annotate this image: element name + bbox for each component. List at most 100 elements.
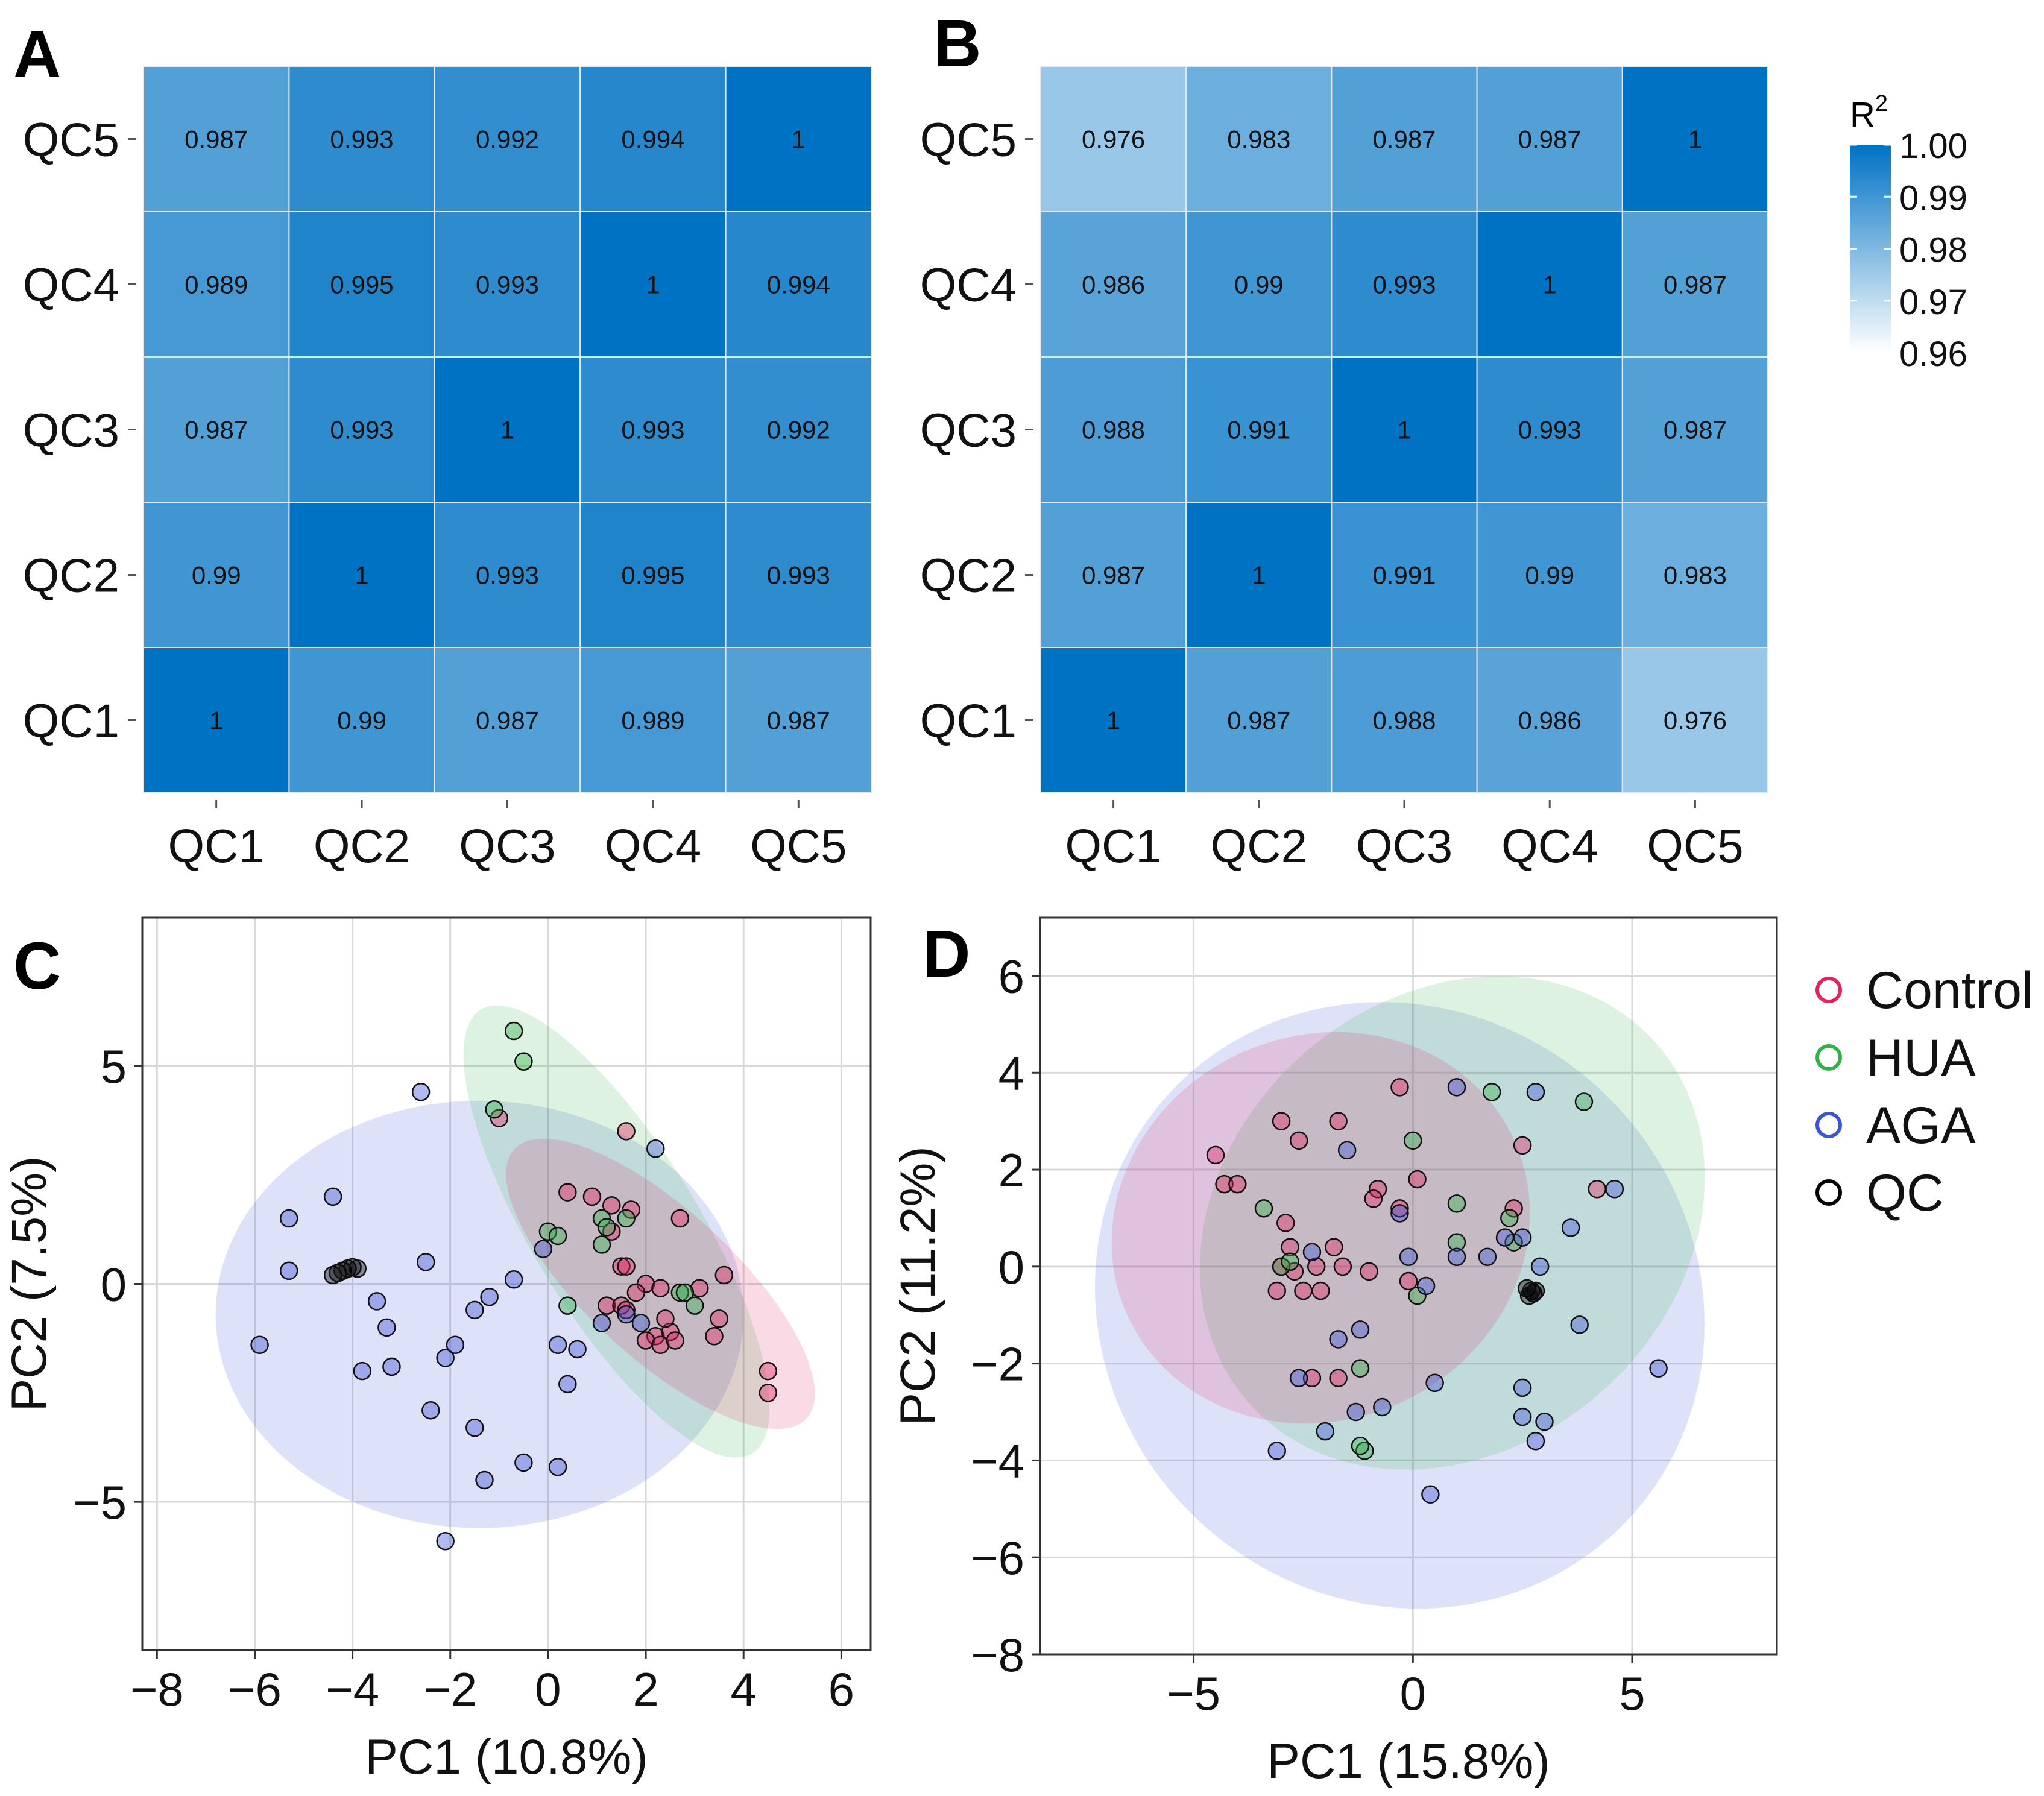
y-tick-label: QC5 [920,113,1017,166]
point-hua [1404,1131,1422,1150]
point-aga [1289,1369,1308,1387]
point-hua [685,1296,704,1315]
point-aga [1447,1078,1466,1097]
cell-value-label: 0.987 [1664,271,1727,299]
cell-value-label: 0.987 [476,707,539,735]
cell-value-label: 0.992 [767,416,830,444]
point-aga [1570,1315,1589,1334]
cell-value-label: 0.989 [621,707,684,735]
heatmap-cell [1621,356,1769,503]
cell-value-label: 0.991 [1227,416,1290,444]
point-aga [1605,1179,1624,1199]
point-control [666,1331,684,1350]
point-control [1513,1136,1532,1155]
cell-value-label: 0.976 [1664,707,1727,735]
cell-value-label: 0.983 [1227,125,1290,154]
point-control [626,1283,646,1302]
cell-value-label: 0.99 [1234,271,1284,299]
x-tick-label: QC3 [459,819,555,872]
heatmap-cell [1621,66,1769,212]
cell-value-label: 0.986 [1518,707,1582,735]
point-aga [1399,1247,1418,1267]
point-control [582,1187,602,1206]
legend-label-qc: QC [1866,1164,1944,1222]
point-aga [1425,1373,1444,1393]
cell-value-label: 0.986 [1082,271,1145,299]
point-control [1588,1179,1607,1199]
point-aga [480,1287,499,1306]
point-control [617,1257,636,1276]
point-control [1368,1179,1387,1199]
point-control [636,1331,655,1350]
y-tick-label: −5 [73,1476,127,1529]
point-control [690,1279,709,1297]
point-hua [1500,1209,1519,1227]
point-control [597,1296,616,1315]
cell-value-label: 0.99 [192,561,241,590]
point-aga [279,1209,298,1228]
cell-value-label: 0.987 [1082,561,1145,590]
legend-label-control: Control [1866,962,2033,1019]
point-hua [592,1209,611,1228]
cell-value-label: 0.995 [621,561,684,590]
point-hua [504,1021,523,1041]
heatmap-cell [1331,647,1478,793]
point-hua [1482,1083,1501,1101]
legend-label-hua: HUA [1866,1029,1976,1087]
point-control [1390,1078,1409,1097]
point-qc [1519,1286,1539,1305]
x-axis-title: PC1 (15.8%) [1267,1734,1550,1789]
heatmap-cell [288,66,435,212]
point-aga [1535,1412,1554,1431]
plot-border [1039,916,1778,1656]
point-control [714,1265,734,1285]
cell-value-label: 0.987 [1664,416,1727,444]
plot-background [1040,918,1777,1654]
point-control [1329,1112,1348,1130]
point-aga [1513,1407,1532,1426]
point-hua [1574,1092,1594,1111]
confidence-ellipse-hua [1200,976,1705,1470]
y-tick-label: QC5 [23,113,119,166]
point-aga [534,1240,553,1258]
point-control [670,1209,690,1228]
y-tick-label: −2 [971,1338,1024,1391]
point-aga [548,1458,567,1476]
heatmap-cell [288,211,435,358]
point-aga [1513,1378,1532,1397]
x-tick-label: 0 [1400,1667,1426,1720]
point-control [490,1109,509,1127]
x-tick-label: −2 [423,1663,477,1716]
point-aga [323,1187,342,1206]
point-aga [617,1305,636,1324]
point-aga [1526,1083,1545,1101]
colorbar-tick-label: 1.00 [1899,127,1967,166]
x-tick-label: 6 [828,1663,854,1716]
point-control [1329,1369,1348,1387]
cell-value-label: 0.993 [476,271,539,299]
point-aga [1421,1485,1440,1504]
y-tick-label: QC2 [23,549,119,602]
point-hua [1281,1252,1299,1271]
point-control [710,1309,728,1328]
cell-value-label: 0.993 [330,125,394,154]
x-tick-label: QC5 [750,819,847,872]
x-tick-label: QC5 [1647,819,1743,872]
points-layer [1206,1078,1668,1504]
cell-value-label: 1 [1252,561,1266,590]
cell-value-label: 0.992 [476,125,539,154]
heatmap-cell [725,502,872,648]
point-aga [1337,1141,1357,1160]
y-tick-label: 0 [998,1241,1024,1294]
heatmap-a-cells: 1 0.99 0.987 0.989 0.987 0.99 1 0.993 0.995 0.993… [23,66,872,872]
point-control [759,1384,777,1402]
x-tick-label: QC1 [1065,819,1161,872]
point-hua [597,1218,616,1237]
point-control [656,1309,675,1328]
cell-value-label: 0.983 [1664,561,1727,590]
cell-value-label: 0.987 [185,125,248,154]
panel-c-label: C [13,929,61,1003]
y-tick-label: −8 [971,1628,1024,1681]
heatmap-cell [1476,66,1623,212]
heatmap-cell [579,502,727,648]
